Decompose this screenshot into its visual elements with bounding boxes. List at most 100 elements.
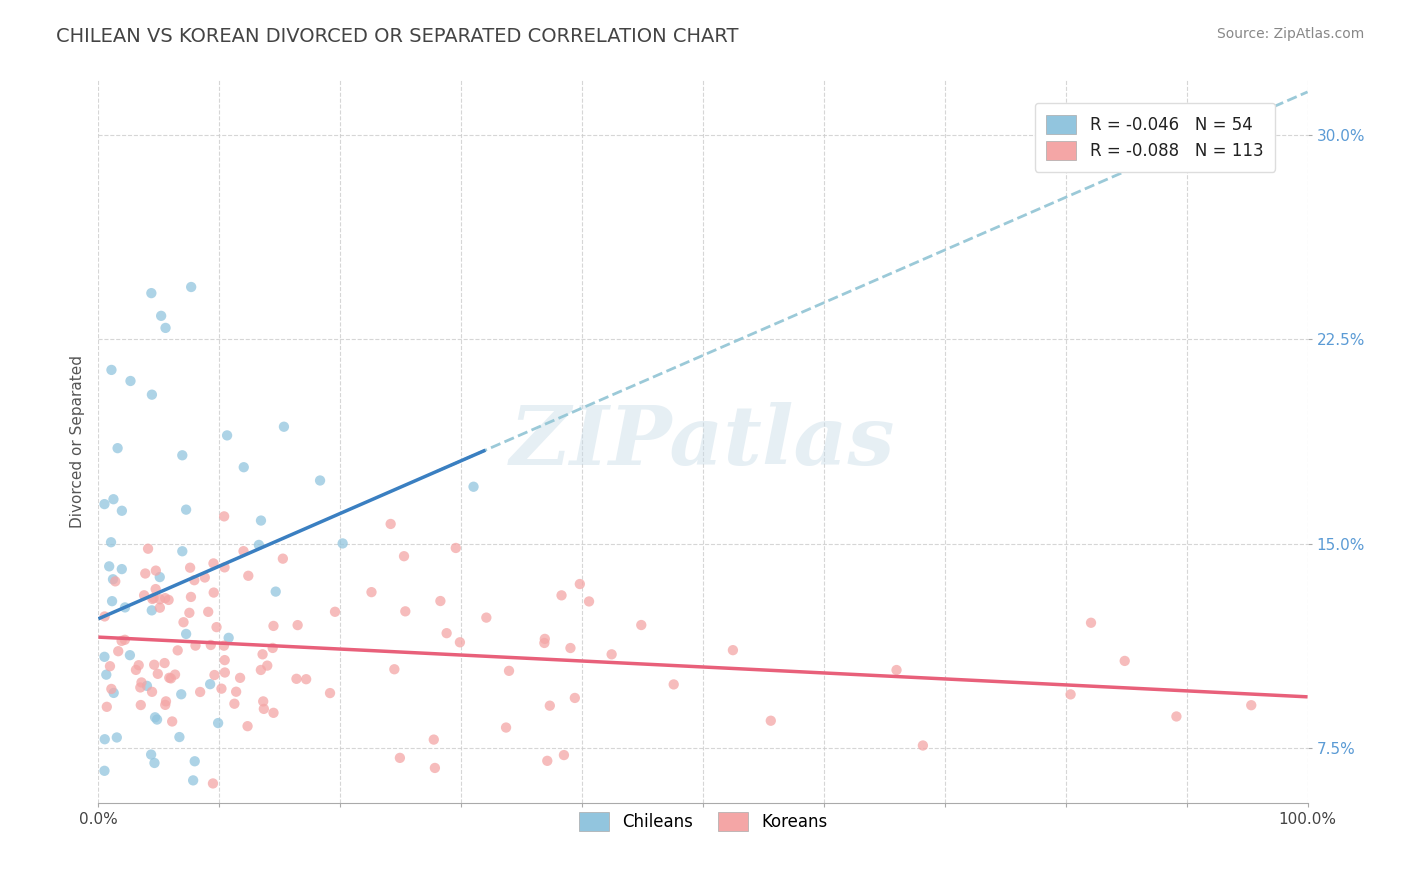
Point — [141, 591, 163, 606]
Point — [131, 675, 153, 690]
Point — [163, 667, 186, 681]
Point — [536, 754, 558, 768]
Point — [449, 635, 471, 649]
Point — [118, 837, 141, 851]
Point — [136, 541, 159, 556]
Point — [129, 698, 152, 712]
Point — [93, 649, 115, 664]
Point — [568, 577, 591, 591]
Point — [145, 582, 167, 596]
Point — [309, 474, 332, 488]
Point — [360, 585, 382, 599]
Legend: Chileans, Koreans: Chileans, Koreans — [572, 805, 834, 838]
Point — [155, 698, 177, 712]
Point — [252, 694, 274, 708]
Point — [207, 716, 229, 731]
Point — [134, 566, 156, 581]
Point — [181, 773, 204, 788]
Point — [129, 681, 152, 695]
Point — [170, 687, 193, 701]
Point — [271, 551, 294, 566]
Point — [202, 585, 225, 599]
Point — [114, 632, 136, 647]
Point — [287, 618, 309, 632]
Point — [214, 653, 236, 667]
Point — [107, 441, 129, 455]
Point — [143, 756, 166, 770]
Point — [111, 562, 134, 576]
Point — [141, 387, 163, 401]
Point — [169, 730, 191, 744]
Point — [125, 663, 148, 677]
Text: ZIPatlas: ZIPatlas — [510, 401, 896, 482]
Point — [149, 570, 172, 584]
Point — [1059, 687, 1081, 701]
Point — [262, 640, 284, 655]
Point — [1240, 698, 1263, 713]
Point — [183, 573, 205, 587]
Point — [382, 662, 405, 676]
Point — [188, 685, 211, 699]
Point — [141, 685, 163, 699]
Point — [252, 648, 274, 662]
Point — [232, 544, 254, 558]
Point — [253, 702, 276, 716]
Point — [263, 619, 285, 633]
Point — [96, 667, 118, 681]
Point — [173, 615, 195, 630]
Point — [149, 600, 172, 615]
Point — [174, 627, 197, 641]
Point — [96, 699, 118, 714]
Point — [172, 544, 194, 558]
Point — [153, 656, 176, 670]
Point — [273, 419, 295, 434]
Point — [463, 480, 485, 494]
Point — [1166, 709, 1188, 723]
Point — [146, 713, 169, 727]
Point — [388, 751, 411, 765]
Point — [201, 776, 224, 790]
Point — [553, 748, 575, 763]
Point — [141, 286, 163, 301]
Point — [285, 672, 308, 686]
Point — [145, 564, 167, 578]
Point — [236, 719, 259, 733]
Point — [423, 732, 446, 747]
Point — [132, 588, 155, 602]
Point — [238, 568, 260, 582]
Point — [146, 666, 169, 681]
Point — [662, 677, 685, 691]
Point — [250, 663, 273, 677]
Text: CHILEAN VS KOREAN DIVORCED OR SEPARATED CORRELATION CHART: CHILEAN VS KOREAN DIVORCED OR SEPARATED … — [56, 27, 738, 45]
Point — [495, 721, 517, 735]
Point — [93, 497, 115, 511]
Point — [184, 639, 207, 653]
Point — [101, 572, 124, 586]
Point — [111, 504, 134, 518]
Point — [224, 697, 246, 711]
Point — [600, 648, 623, 662]
Point — [155, 694, 177, 708]
Point — [212, 509, 235, 524]
Point — [150, 309, 173, 323]
Point — [160, 672, 183, 686]
Point — [202, 557, 225, 571]
Point — [104, 574, 127, 589]
Point — [160, 714, 183, 729]
Point — [323, 605, 346, 619]
Point — [204, 668, 226, 682]
Point — [93, 609, 115, 624]
Point — [157, 593, 180, 607]
Point — [155, 321, 177, 335]
Point — [198, 677, 221, 691]
Point — [205, 620, 228, 634]
Point — [200, 638, 222, 652]
Point — [560, 640, 582, 655]
Point — [94, 732, 117, 747]
Point — [166, 643, 188, 657]
Point — [229, 671, 252, 685]
Point — [217, 428, 239, 442]
Point — [630, 618, 652, 632]
Point — [214, 560, 236, 574]
Point — [256, 658, 278, 673]
